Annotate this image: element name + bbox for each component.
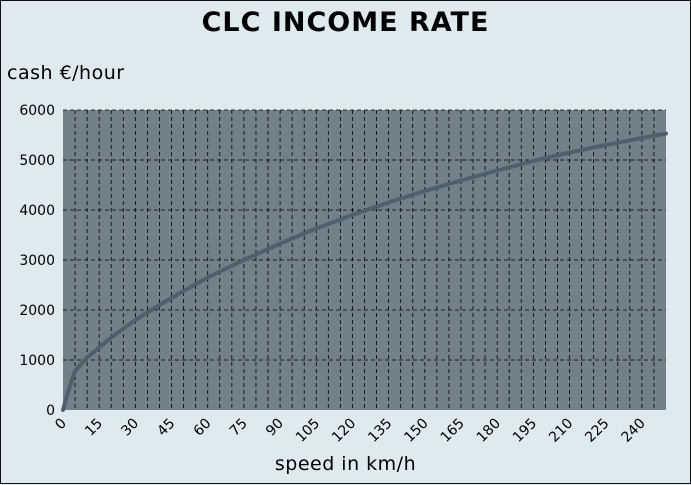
x-tick-label: 90 [263, 416, 287, 440]
x-tick-label: 105 [293, 416, 323, 446]
x-tick-label: 75 [227, 416, 251, 440]
y-tick-label: 2000 [19, 303, 55, 319]
y-axis-label: cash €/hour [7, 62, 125, 84]
series-line [61, 131, 668, 412]
y-tick-label: 4000 [19, 203, 55, 219]
x-tick-label: 240 [618, 416, 648, 446]
x-tick-label: 210 [546, 416, 576, 446]
y-tick-label: 0 [46, 403, 55, 419]
y-tick-label: 6000 [19, 103, 55, 119]
chart-title: CLC INCOME RATE [201, 7, 490, 38]
x-tick-label: 120 [329, 416, 359, 446]
x-tick-label: 165 [438, 416, 468, 446]
x-tick-label: 150 [401, 416, 431, 446]
x-tick-label: 195 [510, 416, 540, 446]
x-tick-label: 0 [52, 416, 70, 434]
x-tick-label: 225 [582, 416, 612, 446]
x-tick-label: 30 [118, 416, 142, 440]
y-tick-label: 1000 [19, 353, 55, 369]
x-tick-label: 60 [191, 416, 215, 440]
x-tick-label: 180 [474, 416, 504, 446]
y-tick-label: 5000 [19, 153, 55, 169]
y-tick-label: 3000 [19, 253, 55, 269]
x-axis-label: speed in km/h [274, 453, 417, 475]
x-tick-label: 45 [154, 416, 178, 440]
x-tick-label: 15 [82, 416, 106, 440]
x-tick-label: 135 [365, 416, 395, 446]
